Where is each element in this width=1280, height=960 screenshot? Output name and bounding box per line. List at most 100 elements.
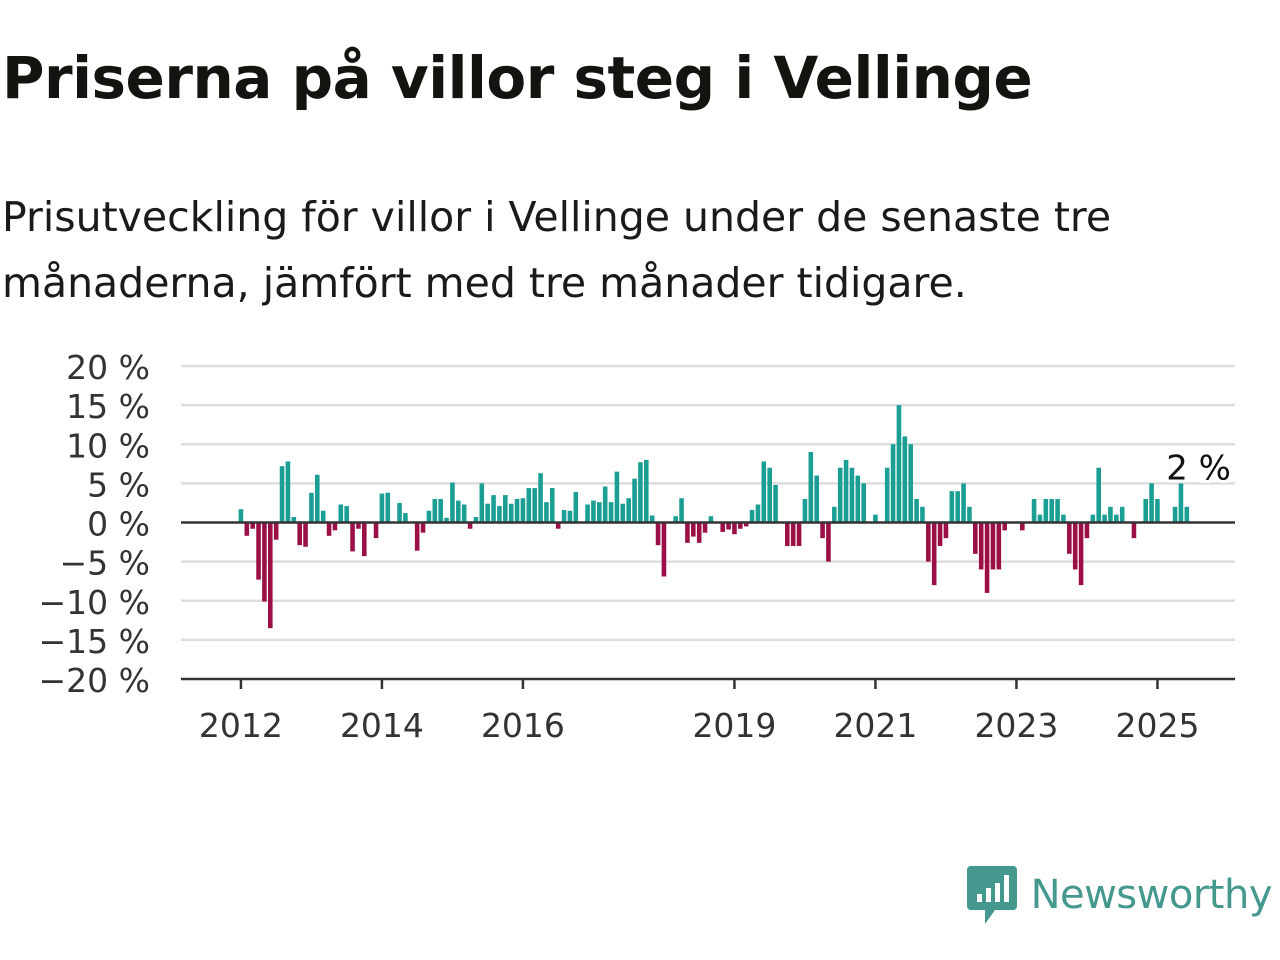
chart-subtitle: Prisutveckling för villor i Vellinge und… — [2, 193, 1112, 307]
bar-2013-05 — [332, 522, 338, 531]
bar-2022-07 — [978, 522, 984, 570]
bar-2020-11 — [861, 483, 866, 523]
bar-2019-02 — [738, 522, 743, 529]
bar-2019-05 — [755, 504, 761, 523]
bar-2018-03 — [673, 516, 678, 523]
bar-2016-04 — [538, 473, 543, 523]
bar-2025-01 — [1155, 499, 1160, 523]
bar-2013-06 — [338, 504, 344, 523]
bar-2017-03 — [602, 486, 608, 523]
bar-2023-11 — [1072, 522, 1078, 570]
bar-2014-04 — [397, 502, 402, 523]
bar-2013-08 — [350, 522, 355, 552]
bar-2022-09 — [990, 522, 996, 570]
bar-2020-01 — [802, 499, 808, 523]
bar-2022-06 — [973, 522, 978, 554]
bar-2024-07 — [1119, 506, 1125, 523]
bar-2013-09 — [356, 522, 361, 529]
bar-2022-02 — [949, 491, 955, 523]
bar-2015-06 — [479, 483, 485, 523]
x-tick-label: 2023 — [974, 706, 1058, 745]
y-axis-labels: 20 %15 %10 %5 %0 %−5 %−10 %−15 %−20 % — [39, 348, 151, 700]
bar-2019-04 — [749, 509, 755, 523]
bar-2012-01 — [238, 509, 244, 523]
bar-2016-01 — [520, 498, 526, 523]
bar-2019-08 — [773, 484, 778, 523]
bar-2022-10 — [996, 522, 1002, 570]
bar-2014-01 — [379, 493, 385, 523]
bar-2019-06 — [761, 461, 767, 523]
bar-2017-05 — [614, 471, 620, 523]
bar-2021-03 — [884, 467, 890, 523]
bar-2016-05 — [544, 502, 549, 523]
bar-2023-05 — [1037, 514, 1043, 523]
bar-2012-06 — [268, 522, 273, 629]
bar-2024-11 — [1143, 499, 1148, 523]
y-tick-label: 0 % — [87, 505, 150, 544]
bar-2021-09 — [920, 506, 925, 523]
bar-2022-11 — [1002, 522, 1007, 531]
bar-2015-05 — [473, 517, 479, 523]
bar-2015-07 — [485, 503, 490, 523]
bar-2016-09 — [567, 510, 573, 523]
bar-2018-01 — [661, 522, 667, 577]
chart-title: Priserna på villor steg i Vellinge — [2, 44, 1033, 112]
bar-2023-08 — [1055, 499, 1060, 523]
price-change-bar-chart: 20 %15 %10 %5 %0 %−5 %−10 %−15 %−20 % 20… — [39, 348, 1235, 745]
bar-2020-04 — [820, 522, 825, 539]
bar-2013-10 — [362, 522, 367, 557]
brand-name: Newsworthy — [1030, 872, 1273, 918]
bar-2012-12 — [303, 522, 308, 547]
bar-2015-12 — [514, 499, 520, 523]
bar-2023-02 — [1020, 522, 1025, 531]
bar-2015-01 — [450, 482, 455, 523]
grid-lines — [181, 364, 1235, 642]
bar-2021-08 — [914, 499, 919, 523]
bar-2018-09 — [708, 516, 714, 523]
annotations: 2 % — [1163, 445, 1234, 491]
newsworthy-logo-icon — [966, 866, 1017, 924]
bar-2013-04 — [326, 522, 332, 536]
bar-2018-06 — [691, 522, 696, 537]
bar-2013-02 — [315, 474, 320, 523]
x-tick-label: 2025 — [1115, 706, 1199, 745]
bar-2021-04 — [890, 444, 896, 523]
bar-2016-10 — [573, 491, 579, 523]
bar-2015-02 — [456, 500, 461, 523]
bar-2024-05 — [1108, 506, 1113, 523]
bar-2019-12 — [796, 522, 802, 546]
bar-2018-08 — [702, 522, 708, 533]
bar-2012-09 — [285, 461, 291, 523]
bar-2022-05 — [967, 506, 972, 523]
bar-2012-07 — [273, 522, 279, 540]
x-tick-label: 2012 — [199, 706, 283, 745]
bar-2019-01 — [732, 522, 737, 535]
bar-2019-10 — [785, 522, 790, 546]
bar-2022-03 — [955, 491, 960, 523]
bar-2017-11 — [649, 515, 655, 523]
bar-2025-04 — [1172, 506, 1178, 523]
bar-2013-07 — [344, 506, 349, 523]
bar-2022-04 — [961, 483, 966, 523]
bar-2012-08 — [279, 466, 285, 523]
bar-2024-12 — [1149, 483, 1154, 523]
bar-2013-12 — [373, 522, 379, 539]
axes — [181, 521, 1235, 689]
bar-2020-07 — [837, 467, 843, 523]
bar-2024-06 — [1114, 514, 1119, 523]
bar-2012-02 — [244, 522, 250, 536]
bar-2016-06 — [550, 488, 555, 523]
bar-2018-05 — [685, 522, 690, 543]
bar-2023-10 — [1067, 522, 1072, 554]
bar-2016-12 — [585, 504, 590, 523]
y-tick-label: 5 % — [87, 465, 150, 504]
bar-2017-01 — [591, 500, 596, 523]
bar-2012-03 — [250, 522, 255, 529]
bar-2018-04 — [679, 498, 684, 523]
bar-2018-07 — [696, 522, 702, 543]
bar-2022-01 — [943, 522, 949, 539]
y-tick-label: −5 % — [60, 544, 151, 583]
bar-2014-08 — [420, 522, 426, 533]
bar-2017-04 — [608, 502, 614, 523]
last-value-label: 2 % — [1166, 448, 1231, 488]
